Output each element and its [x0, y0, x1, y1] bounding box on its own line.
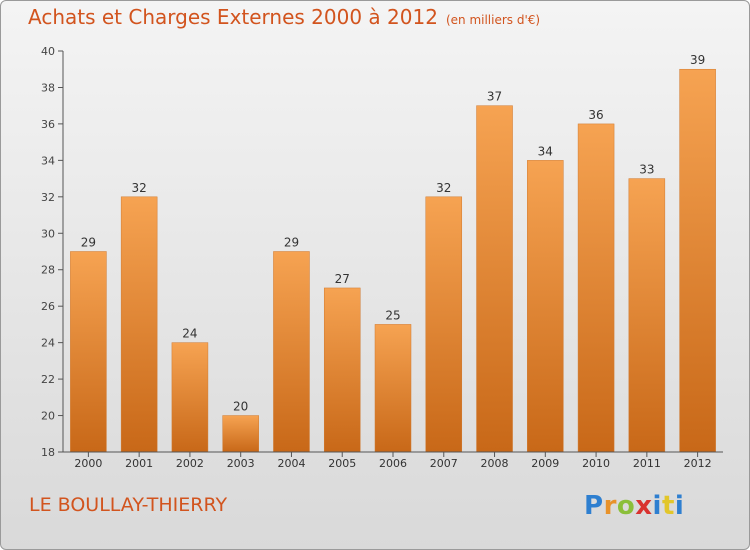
x-tick-label: 2008	[481, 457, 509, 470]
y-tick-label: 36	[41, 118, 55, 131]
bar-2002	[171, 342, 209, 453]
data-label: 36	[588, 108, 603, 122]
data-label: 27	[335, 272, 350, 286]
x-tick-label: 2003	[227, 457, 255, 470]
logo-letter: r	[603, 491, 617, 521]
data-label: 34	[538, 144, 553, 158]
data-label: 37	[487, 90, 502, 104]
logo-letter: o	[616, 491, 636, 521]
y-tick-label: 26	[41, 300, 55, 313]
bar-2008	[476, 105, 513, 453]
y-tick-label: 32	[41, 191, 55, 204]
bar-2003	[222, 415, 259, 453]
x-tick-label: 2005	[328, 457, 356, 470]
y-tick-label: 38	[41, 81, 55, 94]
bar-2012	[679, 68, 716, 453]
chart-title-text: Achats et Charges Externes 2000 à 2012	[28, 5, 438, 29]
y-axis: 18 20 22 24 26 28 30 32 34 36 38 40	[41, 45, 64, 459]
logo-letter: t	[661, 491, 675, 521]
y-tick-label: 30	[41, 227, 55, 240]
data-label: 25	[385, 308, 400, 322]
x-tick-label: 2002	[176, 457, 204, 470]
chart-title: Achats et Charges Externes 2000 à 2012 (e…	[28, 5, 540, 29]
y-tick-label: 18	[41, 446, 55, 459]
x-tick-label: 2004	[277, 457, 305, 470]
bar-2005	[323, 287, 361, 453]
x-axis: 2000 2001 2002 2003 2004 2005 2006 2007 2008 2009…	[63, 451, 723, 470]
data-label: 32	[436, 181, 451, 195]
commune-name: LE BOULLAY-THIERRY	[29, 494, 228, 516]
data-label: 20	[233, 400, 248, 414]
bar-2006	[374, 324, 412, 453]
y-tick-label: 22	[41, 373, 55, 386]
bar-2011	[628, 178, 666, 453]
x-tick-label: 2009	[531, 457, 559, 470]
data-label: 39	[690, 53, 705, 67]
data-label: 29	[81, 236, 96, 250]
x-tick-label: 2000	[74, 457, 102, 470]
bar-2010	[577, 123, 615, 453]
bar-2004	[273, 251, 310, 453]
logo-letter: x	[635, 491, 653, 521]
data-label: 24	[182, 327, 197, 341]
bar-2000	[70, 251, 107, 453]
y-tick-label: 34	[41, 154, 55, 167]
x-tick-label: 2010	[582, 457, 610, 470]
proxiti-logo[interactable]: Proxiti	[584, 491, 684, 521]
bar-2001	[120, 196, 158, 453]
x-tick-label: 2007	[430, 457, 458, 470]
bar-2009	[527, 160, 564, 453]
logo-letter: i	[652, 491, 662, 521]
y-tick-label: 24	[41, 337, 55, 350]
data-label: 33	[639, 163, 654, 177]
y-tick-label: 20	[41, 410, 55, 423]
logo-letter: P	[584, 491, 604, 521]
x-tick-label: 2006	[379, 457, 407, 470]
data-label: 32	[132, 181, 147, 195]
logo-letter: i	[674, 491, 685, 521]
y-tick-label: 40	[41, 45, 55, 58]
bars: 29 32 24 20 29 27 25 32 37 34 36 33 39	[70, 53, 716, 453]
x-tick-label: 2001	[125, 457, 153, 470]
bar-2007	[425, 196, 463, 453]
chart-subtitle: (en milliers d'€)	[445, 13, 541, 27]
y-tick-label: 28	[41, 264, 55, 277]
x-tick-label: 2012	[684, 457, 712, 470]
data-label: 29	[284, 236, 299, 250]
x-tick-label: 2011	[633, 457, 661, 470]
